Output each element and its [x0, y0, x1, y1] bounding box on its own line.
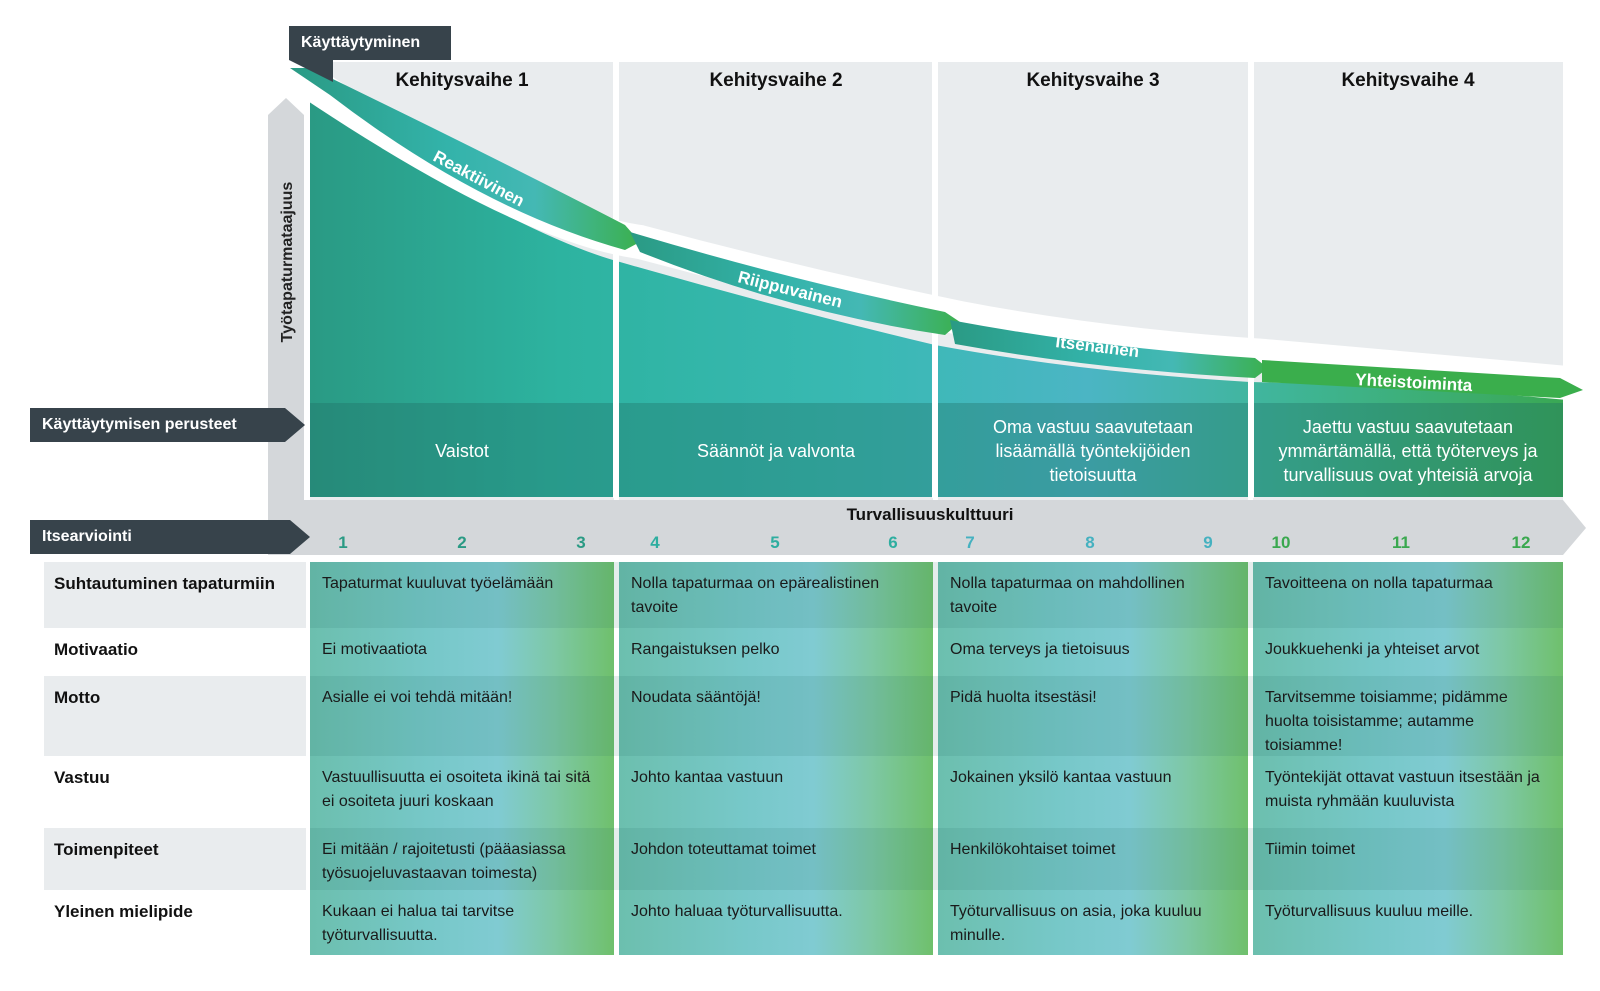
scale-number-11: 11 — [1392, 533, 1410, 552]
row-label-responsibility: Vastuu — [54, 768, 110, 787]
table-cell: Tapaturmat kuuluvat työelämään — [322, 575, 554, 592]
table-cell: Tavoitteena on nolla tapaturmaa — [1265, 575, 1493, 592]
stage-separator-2 — [932, 62, 938, 498]
table-cell: Ei mitään / rajoitetusti (pääasiassa työ… — [322, 841, 566, 882]
self-assessment-tag-shape — [30, 520, 310, 554]
stage-separator-3 — [1248, 62, 1254, 498]
table-cell: Johto haluaa työturvallisuutta. — [631, 903, 843, 920]
table-row-bg-1 — [44, 562, 306, 628]
scale-number-2: 2 — [457, 533, 467, 552]
scale-number-10: 10 — [1271, 533, 1291, 552]
table-shade-row-1 — [310, 562, 1563, 628]
table-cell: Nolla tapaturmaa on epärealistinen tavoi… — [631, 575, 880, 616]
table-stage-3-bg — [938, 562, 1248, 955]
behaviour-tag-shape — [289, 26, 451, 82]
table-row-bg-5 — [44, 828, 306, 890]
table-cell: Tarvitsemme toisiamme; pidämme huolta to… — [1265, 689, 1508, 754]
table-cell: Kukaan ei halua tai tarvitse työturvalli… — [322, 903, 515, 944]
table-cell: Noudata sääntöjä! — [631, 689, 761, 706]
table-stage-4-bg — [1253, 562, 1563, 955]
scale-number-5: 5 — [770, 533, 780, 552]
table-shade-row-3 — [310, 676, 1563, 756]
scale-number-1: 1 — [338, 533, 348, 552]
table-cell: Jokainen yksilö kantaa vastuun — [950, 769, 1172, 786]
table-cell: Työturvallisuus on asia, joka kuuluu min… — [950, 903, 1202, 944]
table-cell: Asialle ei voi tehdä mitään! — [322, 689, 513, 706]
row-label-motto: Motto — [54, 688, 101, 707]
arrow-segment-2 — [630, 232, 960, 335]
axis-corner — [268, 480, 304, 504]
table-cell: Ei motivaatiota — [322, 641, 427, 658]
table-cell: Tiimin toimet — [1265, 841, 1356, 858]
basis-text-4: Jaettu vastuu saavutetaan ymmärtämällä, … — [1278, 417, 1538, 485]
arrow-segment-3 — [950, 320, 1268, 378]
table-cell: Johdon toteuttamat toimet — [631, 841, 816, 858]
arrow-segment-4 — [1262, 360, 1583, 398]
table-stage-1-bg — [310, 562, 614, 955]
table-cell: Joukkuehenki ja yhteiset arvot — [1265, 641, 1480, 658]
stage-title-1: Kehitysvaihe 1 — [395, 70, 529, 91]
basis-tag: Käyttäytymisen perusteet — [42, 416, 237, 433]
table-cell: Rangaistuksen pelko — [631, 641, 780, 658]
y-axis-label: Työtapaturmataajuus — [279, 182, 296, 343]
scale-number-7: 7 — [965, 533, 975, 552]
basis-text-3: Oma vastuu saavutetaan lisäämällä työnte… — [992, 417, 1194, 485]
basis-tag-shape — [30, 408, 305, 442]
table-cell: Oma terveys ja tietoisuus — [950, 641, 1130, 658]
self-assessment-tag: Itsearviointi — [42, 528, 132, 545]
scale-number-12: 12 — [1511, 533, 1531, 552]
table-row-bg-3 — [44, 676, 306, 756]
stage-title-3: Kehitysvaihe 3 — [1026, 70, 1160, 91]
behaviour-tag: Käyttäytyminen — [301, 34, 421, 51]
table-cell: Työntekijät ottavat vastuun itsestään ja… — [1265, 769, 1540, 810]
stage-title-2: Kehitysvaihe 2 — [709, 70, 843, 91]
row-label-opinion: Yleinen mielipide — [54, 902, 193, 921]
row-label-actions: Toimenpiteet — [54, 840, 159, 859]
basis-text-2: Säännöt ja valvonta — [696, 441, 856, 461]
table-cell: Nolla tapaturmaa on mahdollinen tavoite — [950, 575, 1185, 616]
scale-number-3: 3 — [576, 533, 586, 552]
basis-text-1: Vaistot — [435, 441, 489, 461]
table-shade-row-5 — [310, 828, 1563, 890]
arrow-segment-1 — [290, 68, 640, 250]
x-axis-arrow — [268, 500, 1586, 555]
stage-title-4: Kehitysvaihe 4 — [1341, 70, 1475, 91]
x-axis-label: Turvallisuuskulttuuri — [846, 505, 1014, 524]
scale-number-9: 9 — [1203, 533, 1213, 552]
table-cell: Pidä huolta itsestäsi! — [950, 689, 1097, 706]
stage-separator-1 — [613, 62, 619, 498]
table-cell: Johto kantaa vastuun — [631, 769, 784, 786]
table-stage-2-bg — [619, 562, 933, 955]
row-label-motivation: Motivaatio — [54, 640, 139, 659]
row-label-attitude: Suhtautuminen tapaturmiin — [54, 574, 275, 593]
table-cell: Työturvallisuus kuuluu meille. — [1265, 903, 1474, 920]
table-cell: Vastuullisuutta ei osoiteta ikinä tai si… — [322, 769, 591, 810]
scale-number-4: 4 — [650, 533, 660, 552]
scale-number-6: 6 — [888, 533, 898, 552]
scale-number-8: 8 — [1085, 533, 1095, 552]
table-cell: Henkilökohtaiset toimet — [950, 841, 1116, 858]
